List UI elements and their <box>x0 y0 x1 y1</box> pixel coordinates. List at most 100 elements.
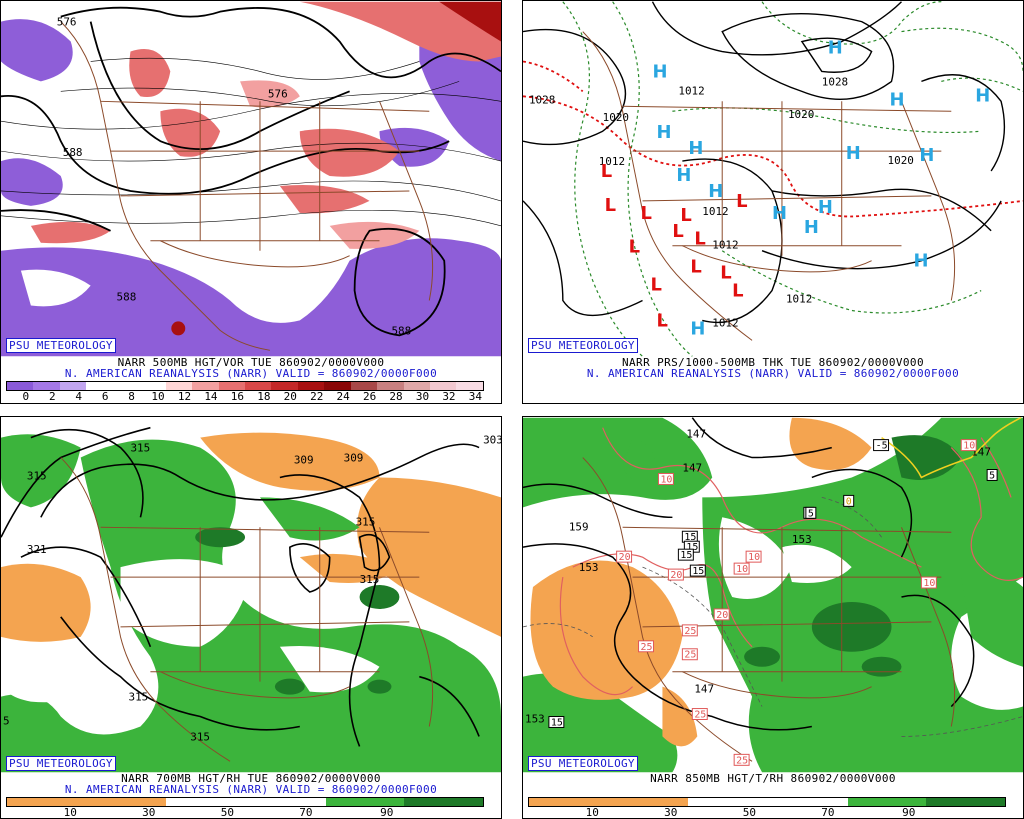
colorbar <box>6 797 484 807</box>
temperature-label: 10 <box>963 441 975 452</box>
low-pressure-marker: L <box>656 310 667 331</box>
low-pressure-marker: L <box>601 161 612 182</box>
map-caption-valid: N. AMERICAN REANALYSIS (NARR) VALID = 86… <box>64 783 438 796</box>
colorbar-segment <box>244 382 272 390</box>
temperature-label: 10 <box>660 474 672 485</box>
colorbar-tick-label: 90 <box>902 806 916 819</box>
colorbar-tick-label: 22 <box>310 390 324 403</box>
temperature-label: 20 <box>716 610 728 621</box>
low-pressure-marker: L <box>694 229 705 250</box>
isobar-label: 1012 <box>599 155 625 168</box>
map-500mb-vorticity: 576 588 576 588 588 <box>1 1 501 357</box>
high-pressure-marker: H <box>688 138 703 159</box>
panel-850mb-temperature: 147 147 159 153 153 147 153 147 -5105105… <box>522 416 1024 819</box>
temperature-label-box <box>920 576 937 589</box>
colorbar-tick-label: 8 <box>128 390 135 403</box>
map-850mb-temperature: 147 147 159 153 153 147 153 147 -5105105… <box>523 417 1023 773</box>
colorbar-segment <box>324 382 351 390</box>
low-pressure-marker: L <box>680 205 691 226</box>
isobar-label: 1012 <box>712 316 738 329</box>
contour-label: 147 <box>686 428 706 441</box>
temperature-label: 20 <box>670 570 682 581</box>
map-caption-valid: N. AMERICAN REANALYSIS (NARR) VALID = 86… <box>586 367 960 380</box>
map-caption: NARR PRS/1000-500MB THK TUE 860902/0000V… <box>622 356 924 369</box>
contour-label: 309 <box>294 454 314 467</box>
colorbar-tick-label: 4 <box>75 390 83 403</box>
colorbar-segment <box>688 798 848 806</box>
colorbar-segment <box>404 798 483 806</box>
temperature-label-box <box>657 472 674 485</box>
temperature-label-box <box>733 562 750 575</box>
colorbar-segment <box>529 798 689 806</box>
temperature-label: 15 <box>684 532 696 543</box>
colorbar-ticks: 10 30 50 70 90 <box>6 807 482 819</box>
contour-label: 321 <box>27 543 47 556</box>
temperature-label-box <box>616 550 633 563</box>
contour-label: 588 <box>117 291 137 304</box>
contour-label: 588 <box>391 324 411 337</box>
temperature-label-box <box>986 469 998 481</box>
colorbar-segment <box>33 382 60 390</box>
high-pressure-marker: H <box>818 197 833 218</box>
colorbar-tick-label: 10 <box>63 806 77 819</box>
colorbar-tick-label: 30 <box>415 390 430 403</box>
temperature-label-box <box>681 624 698 637</box>
temperature-label-box <box>745 550 762 563</box>
isobar-label: 1012 <box>678 84 704 97</box>
temperature-label: 10 <box>736 564 748 575</box>
psu-meteorology-badge: PSU METEOROLOGY <box>6 756 116 771</box>
colorbar-segment <box>86 382 113 390</box>
contour-label: 153 <box>792 533 812 546</box>
high-pressure-marker: H <box>975 85 990 106</box>
contour-label: 576 <box>57 16 77 29</box>
colorbar-tick-label: 50 <box>220 806 234 819</box>
contour-label: 153 <box>579 561 599 574</box>
colorbar-ticks: 0 2 4 6 8 10 12 14 16 18 20 22 24 26 28 30 32 34 <box>6 391 482 403</box>
high-pressure-marker: H <box>919 145 934 166</box>
temperature-label: 15 <box>551 717 563 728</box>
colorbar-segment <box>165 382 193 390</box>
colorbar-tick-label: 28 <box>389 390 403 403</box>
colorbar-tick-label: 2 <box>48 390 56 403</box>
colorbar-segment <box>166 798 326 806</box>
panel-pressure-thickness: 1028 1020 1012 1028 1020 1012 1020 1012 … <box>522 0 1024 404</box>
temperature-labels: -510510515151515101020202025252525251510… <box>548 439 998 766</box>
isobar-label: 1028 <box>822 75 848 88</box>
temperature-label: 0 <box>846 496 852 507</box>
psu-meteorology-badge: PSU METEOROLOGY <box>528 338 638 353</box>
colorbar-segment <box>297 382 325 390</box>
high-pressure-marker: H <box>828 38 843 59</box>
colorbar-tick-label: 0 <box>22 390 30 403</box>
contour-label: 315 <box>128 691 148 704</box>
colorbar-tick-label: 10 <box>151 390 165 403</box>
high-pressure-marker: H <box>652 61 667 82</box>
colorbar-tick-label: 14 <box>204 390 218 403</box>
colorbar-segment <box>112 382 140 390</box>
temperature-label: 20 <box>619 552 631 563</box>
map-caption: NARR 850MB HGT/T/RH 860902/0000V000 <box>650 772 896 785</box>
colorbar-tick-label: 32 <box>442 390 456 403</box>
contour-label: 315 <box>190 730 210 743</box>
map-700mb-humidity: 315 309 309 303 321 315 315 315 315 315 … <box>1 417 501 773</box>
map-caption: NARR 500MB HGT/VOR TUE 860902/0000V000 <box>117 356 385 369</box>
temperature-label-box <box>548 716 565 728</box>
contour-label: 315 <box>130 442 150 455</box>
high-pressure-marker: H <box>913 251 928 272</box>
temperature-label: 25 <box>641 642 653 653</box>
low-pressure-marker: L <box>650 275 661 296</box>
temperature-label: 10 <box>923 578 935 589</box>
low-pressure-marker: L <box>720 263 731 284</box>
colorbar-tick-label: 50 <box>742 806 756 819</box>
temperature-label: 15 <box>692 566 704 577</box>
isobar-label: 1020 <box>888 154 914 167</box>
psu-meteorology-badge: PSU METEOROLOGY <box>6 338 116 353</box>
low-pressure-marker: L <box>690 257 701 278</box>
temperature-label: 15 <box>686 542 698 553</box>
contour-label: 159 <box>569 520 589 533</box>
temperature-label: 25 <box>684 626 696 637</box>
psu-meteorology-badge: PSU METEOROLOGY <box>528 756 638 771</box>
colorbar-segment <box>7 798 167 806</box>
contour-label: 576 <box>268 87 288 100</box>
colorbar-segment <box>271 382 298 390</box>
contour-label: 315 <box>27 469 47 482</box>
